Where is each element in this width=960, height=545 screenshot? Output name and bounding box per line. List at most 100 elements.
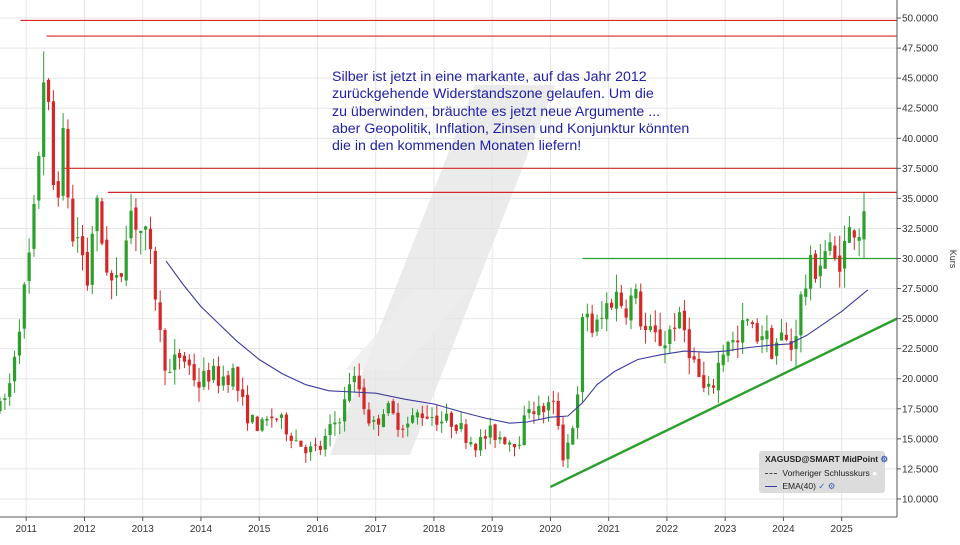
candle-body bbox=[444, 413, 449, 421]
candle-body bbox=[804, 288, 808, 297]
candle-body bbox=[585, 313, 589, 318]
annotation-line: zu überwinden, bräuchte es jetzt neue Ar… bbox=[332, 103, 661, 120]
candle-body bbox=[454, 424, 458, 431]
candle-body bbox=[221, 376, 225, 386]
candle-body bbox=[838, 255, 842, 272]
candle-body bbox=[857, 237, 861, 241]
candle-body bbox=[0, 400, 2, 412]
candle-body bbox=[85, 252, 89, 286]
y-tick-label: 25.0000 bbox=[902, 314, 939, 325]
candle-body bbox=[566, 442, 570, 460]
candle-body bbox=[17, 331, 22, 356]
candle-body bbox=[139, 230, 143, 233]
x-tick-label: 2017 bbox=[365, 524, 388, 535]
candle-body bbox=[702, 375, 706, 388]
candle-body bbox=[377, 418, 381, 425]
tick-labels: 10.0000 12.5000 15.0000 17.5000 20.0000 22.50… bbox=[15, 14, 958, 535]
watermark-logo bbox=[330, 85, 555, 455]
candle-body bbox=[197, 381, 201, 388]
check-icon[interactable]: ✓ bbox=[818, 481, 826, 491]
x-tick-label: 2018 bbox=[423, 524, 446, 535]
y-tick-label: 40.0000 bbox=[902, 134, 939, 145]
candle-body bbox=[381, 414, 386, 428]
eye-icon[interactable]: ● bbox=[872, 468, 878, 478]
candle-body bbox=[406, 423, 410, 428]
candle-body bbox=[27, 252, 31, 282]
y-tick-label: 22.5000 bbox=[902, 344, 939, 355]
legend-ema: EMA(40) bbox=[782, 481, 816, 491]
candle-body bbox=[51, 101, 55, 186]
candle-body bbox=[265, 418, 269, 421]
x-tick-label: 2012 bbox=[73, 524, 96, 535]
candle-body bbox=[168, 372, 172, 374]
candle-body bbox=[100, 201, 104, 244]
candle-body bbox=[22, 284, 26, 329]
candle-body bbox=[542, 406, 546, 413]
candle-body bbox=[294, 440, 298, 442]
candle-body bbox=[187, 359, 191, 366]
x-tick-label: 2025 bbox=[831, 524, 854, 535]
candle-body bbox=[697, 358, 701, 377]
x-tick-label: 2021 bbox=[598, 524, 621, 535]
x-tick-label: 2016 bbox=[306, 524, 329, 535]
candle-body bbox=[634, 288, 638, 299]
candle-body bbox=[605, 303, 609, 320]
settings-icon[interactable]: ⚙ bbox=[827, 481, 836, 491]
candle-body bbox=[410, 415, 415, 423]
candle-body bbox=[833, 245, 837, 259]
candle-body bbox=[313, 444, 318, 446]
candle-body bbox=[323, 435, 327, 450]
candle-body bbox=[338, 422, 342, 424]
candle-body bbox=[420, 413, 424, 419]
y-tick-label: 20.0000 bbox=[902, 374, 939, 385]
annotation-line: aber Geopolitik, Inflation, Zinsen und K… bbox=[332, 120, 690, 137]
candle-body bbox=[474, 443, 478, 451]
candle-body bbox=[503, 437, 507, 445]
candle-body bbox=[90, 233, 94, 285]
candle-body bbox=[357, 375, 361, 390]
candle-body bbox=[250, 414, 255, 423]
candle-body bbox=[721, 354, 725, 366]
candle-body bbox=[469, 442, 473, 445]
candle-body bbox=[71, 198, 75, 242]
legend-prev-close: Vorheriger Schlusskurs bbox=[782, 468, 870, 478]
candle-body bbox=[653, 325, 657, 333]
y-tick-label: 37.5000 bbox=[902, 164, 939, 175]
candle-body bbox=[153, 250, 157, 300]
candle-body bbox=[309, 446, 313, 453]
candle-body bbox=[148, 228, 153, 250]
candle-body bbox=[144, 226, 148, 230]
y-tick-label: 42.5000 bbox=[902, 104, 939, 115]
candle-body bbox=[498, 437, 502, 440]
candle-body bbox=[333, 422, 337, 425]
candle-body bbox=[270, 416, 274, 419]
candle-body bbox=[177, 353, 182, 358]
candle-body bbox=[61, 127, 65, 196]
candle-body bbox=[639, 291, 643, 327]
candle-body bbox=[328, 424, 332, 435]
candle-body bbox=[755, 323, 759, 342]
candle-body bbox=[260, 419, 264, 431]
candle-body bbox=[532, 411, 536, 415]
annotation-line: Silber ist jetzt in eine markante, auf d… bbox=[332, 69, 647, 85]
chart-legend: XAGUSD@SMART MidPoint ⚙ Vorheriger Schlu… bbox=[759, 451, 888, 493]
candle-body bbox=[770, 327, 774, 359]
candle-body bbox=[386, 403, 390, 414]
candle-body bbox=[508, 442, 512, 445]
candle-body bbox=[241, 389, 245, 397]
candle-body bbox=[211, 365, 216, 381]
candle-body bbox=[37, 156, 41, 201]
candle-body bbox=[842, 240, 847, 269]
candle-body bbox=[391, 401, 395, 414]
candle-body bbox=[216, 366, 221, 386]
candle-body bbox=[809, 254, 813, 289]
candle-body bbox=[862, 211, 866, 240]
candle-body bbox=[236, 367, 240, 391]
settings-icon[interactable]: ⚙ bbox=[880, 454, 889, 464]
candle-body bbox=[677, 312, 682, 329]
y-axis-label: Kurs bbox=[948, 250, 958, 269]
candle-body bbox=[56, 181, 60, 198]
candle-body bbox=[46, 79, 51, 102]
x-tick-label: 2014 bbox=[190, 524, 213, 535]
